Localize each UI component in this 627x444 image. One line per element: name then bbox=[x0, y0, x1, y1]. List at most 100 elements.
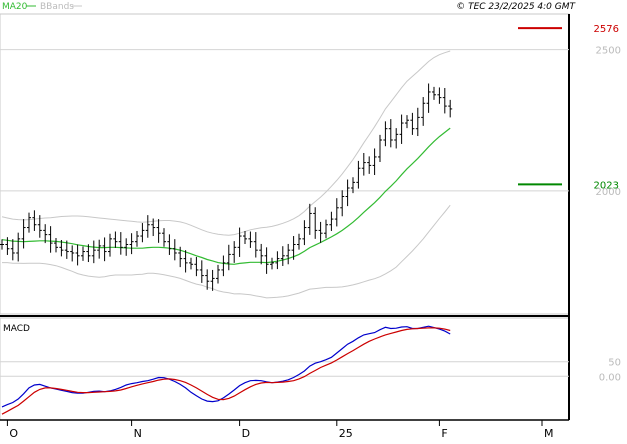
ohlc-bar bbox=[37, 215, 42, 238]
ohlc-bar bbox=[21, 219, 26, 249]
ohlc-bar bbox=[183, 250, 188, 273]
ohlc-bar bbox=[291, 236, 296, 260]
ohlc-bar bbox=[113, 231, 118, 248]
ohlc-bar bbox=[432, 86, 436, 100]
ohlc-bar bbox=[0, 239, 4, 250]
ohlc-bar bbox=[313, 207, 318, 239]
ohlc-bar bbox=[324, 219, 328, 239]
x-tick-label: F bbox=[441, 427, 447, 440]
ohlc-bar bbox=[156, 219, 161, 243]
ohlc-bar bbox=[426, 83, 431, 113]
ohlc-bar bbox=[259, 243, 264, 265]
bband-lower-line bbox=[2, 204, 451, 299]
x-tick-label: N bbox=[134, 427, 142, 440]
ohlc-bar bbox=[81, 246, 85, 261]
macd-ytick-label: 50 bbox=[608, 358, 621, 369]
ohlc-bar bbox=[437, 87, 442, 104]
ohlc-bar bbox=[86, 244, 91, 263]
ohlc-bar bbox=[205, 269, 210, 290]
ohlc-bar bbox=[307, 203, 312, 235]
ohlc-bar bbox=[442, 88, 447, 114]
ohlc-bar bbox=[140, 223, 145, 243]
ohlc-bar bbox=[221, 255, 226, 277]
ohlc-bar bbox=[394, 128, 399, 149]
ohlc-bar bbox=[302, 220, 307, 246]
ohlc-bar bbox=[329, 211, 334, 231]
ohlc-bar bbox=[91, 240, 96, 264]
ohlc-bar bbox=[367, 156, 372, 174]
ohlc-bar bbox=[108, 233, 112, 257]
ma20-layer bbox=[1, 127, 451, 265]
copyright-timestamp: © TEC 23/2/2025 4:0 GMT bbox=[456, 2, 576, 12]
ohlc-bar bbox=[145, 215, 150, 238]
price-ytick-label: 2500 bbox=[596, 46, 621, 57]
macd-title: MACD bbox=[3, 324, 30, 334]
ohlc-bar bbox=[415, 107, 420, 137]
ohlc-bar bbox=[243, 230, 247, 244]
ohlc-bar bbox=[54, 238, 58, 253]
ohlc-bars bbox=[0, 83, 453, 291]
ohlc-bar bbox=[248, 231, 253, 248]
ohlc-bar bbox=[199, 260, 204, 283]
ohlc-bar bbox=[351, 177, 355, 194]
ohlc-bar bbox=[151, 218, 156, 237]
price-levels: 2576 2023 bbox=[518, 24, 619, 191]
ohlc-bar bbox=[378, 134, 382, 163]
ohlc-bar bbox=[388, 119, 393, 148]
ohlc-bar bbox=[118, 232, 123, 255]
price-panel bbox=[0, 13, 570, 315]
ohlc-bar bbox=[70, 245, 75, 262]
ohlc-bar bbox=[162, 228, 166, 247]
ohlc-bar bbox=[97, 239, 102, 259]
ohlc-bar bbox=[340, 190, 345, 217]
ohlc-bar bbox=[232, 241, 237, 263]
ohlc-bar bbox=[210, 269, 215, 291]
ohlc-bar bbox=[399, 114, 404, 144]
ohlc-bar bbox=[59, 239, 64, 257]
ohlc-bar bbox=[194, 256, 199, 277]
x-tick-label: O bbox=[9, 427, 18, 440]
macd-lines bbox=[1, 325, 451, 415]
macd-panel bbox=[0, 317, 570, 421]
ohlc-bar bbox=[32, 210, 37, 231]
ohlc-bar bbox=[226, 244, 231, 271]
ohlc-bar bbox=[253, 232, 258, 258]
ohlc-bar bbox=[383, 121, 388, 147]
bband-upper-line bbox=[1, 50, 451, 236]
support-label: 2023 bbox=[594, 180, 619, 191]
signal-line bbox=[1, 327, 451, 415]
legend-ma20: MA20 bbox=[2, 2, 28, 12]
macd-line bbox=[1, 325, 451, 408]
ohlc-bar bbox=[334, 198, 339, 227]
ohlc-bar bbox=[129, 233, 134, 255]
macd-ytick-label: 0.00 bbox=[599, 372, 621, 383]
ohlc-bar bbox=[275, 251, 280, 270]
bollinger-bands bbox=[1, 50, 451, 299]
ohlc-bar bbox=[410, 112, 415, 135]
ohlc-bar bbox=[237, 227, 242, 257]
ohlc-bar bbox=[10, 239, 15, 261]
ohlc-bar bbox=[43, 224, 48, 244]
ohlc-bar bbox=[421, 97, 426, 126]
ohlc-bar bbox=[64, 240, 69, 259]
ohlc-bar bbox=[280, 246, 285, 266]
ma20-line bbox=[1, 127, 451, 265]
ohlc-bar bbox=[356, 160, 361, 189]
ohlc-bar bbox=[102, 237, 107, 262]
ohlc-bar bbox=[189, 257, 193, 270]
ohlc-bar bbox=[178, 246, 183, 268]
ohlc-bar bbox=[167, 234, 172, 255]
ohlc-bar bbox=[48, 226, 53, 253]
axis-labels: 2000 2500 0.00 50 O N D 25 F M bbox=[6, 46, 621, 440]
ohlc-bar bbox=[27, 212, 31, 233]
ohlc-bar bbox=[172, 239, 177, 261]
ohlc-bar bbox=[448, 99, 453, 118]
ohlc-bar bbox=[270, 257, 274, 270]
ohlc-bar bbox=[286, 243, 291, 265]
ohlc-bar bbox=[5, 237, 10, 255]
x-tick-label: 25 bbox=[339, 427, 353, 440]
ohlc-bar bbox=[361, 152, 366, 176]
ohlc-bar bbox=[318, 221, 323, 243]
